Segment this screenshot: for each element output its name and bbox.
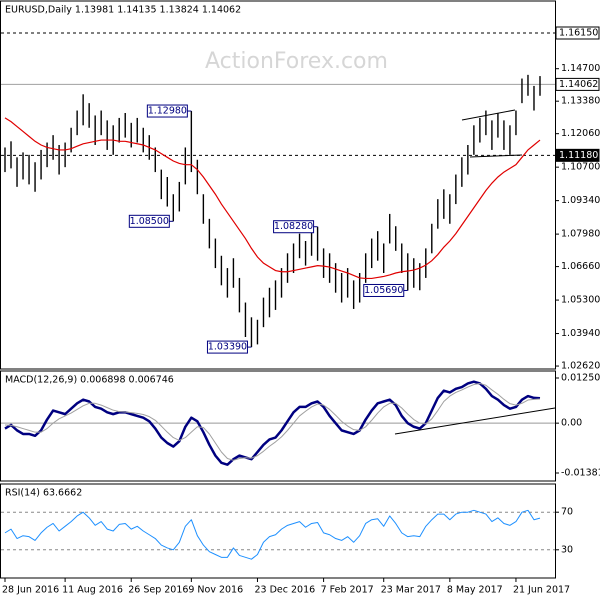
y-tick-label: 1.13380 — [561, 96, 600, 107]
y-tick-label: 0.00 — [561, 418, 582, 429]
y-tick-label: 1.02620 — [561, 361, 600, 372]
price-label-box — [555, 148, 600, 162]
trend-line — [469, 154, 523, 158]
price-label: 1.14062 — [559, 79, 598, 90]
y-tick-label: 70 — [561, 507, 573, 518]
y-tick-label: 1.14700 — [561, 63, 600, 74]
x-tick-label: 7 Feb 2017 — [321, 585, 374, 596]
panel-title: RSI(14) 63.6662 — [5, 488, 82, 499]
indicator-line — [4, 382, 541, 461]
x-tick-label: 11 Aug 2016 — [62, 585, 123, 596]
y-tick-label: 1.05300 — [561, 295, 600, 306]
y-tick-label: 1.06660 — [561, 261, 600, 272]
panel-frame — [0, 0, 556, 370]
annotation-box — [128, 214, 170, 228]
x-tick-label: 28 Jun 2016 — [2, 585, 59, 596]
y-tick-label: 1.12060 — [561, 128, 600, 139]
y-tick-label: -0.013813 — [561, 467, 600, 478]
panel-frame — [0, 483, 556, 579]
y-tick-label: 1.09340 — [561, 195, 600, 206]
price-label-box — [555, 26, 600, 40]
price-label: 1.16150 — [559, 28, 598, 39]
indicator-line — [4, 380, 541, 466]
x-tick-label: 21 Jun 2017 — [513, 585, 570, 596]
x-tick-label: 23 Mar 2017 — [381, 585, 441, 596]
panel-title: MACD(12,26,9) 0.006898 0.006746 — [5, 375, 174, 386]
y-tick-label: 1.03940 — [561, 328, 600, 339]
y-tick-label: 1.07980 — [561, 229, 600, 240]
annotation-label: 1.03390 — [208, 342, 247, 353]
y-tick-label: 30 — [561, 544, 573, 555]
trend-line — [461, 109, 516, 121]
annotation-label: 1.08280 — [274, 221, 313, 232]
x-tick-label: 26 Sep 2016 — [128, 585, 188, 596]
annotation-box — [273, 220, 315, 234]
y-tick-label: 1.10700 — [561, 162, 600, 173]
y-tick-label: 0.012509 — [561, 373, 600, 384]
x-tick-label: 8 May 2017 — [447, 585, 503, 596]
price-label-box — [555, 77, 600, 91]
watermark: ActionForex.com — [205, 49, 388, 74]
annotation-box — [206, 340, 248, 354]
annotation-box — [146, 104, 188, 118]
panel-frame — [0, 370, 556, 482]
indicator-line — [4, 509, 541, 560]
annotation-box — [363, 283, 405, 297]
x-tick-label: 9 Nov 2016 — [188, 585, 243, 596]
panel-title: EURUSD,Daily 1.13981 1.14135 1.13824 1.1… — [5, 5, 241, 16]
trend-line — [394, 407, 556, 435]
annotation-label: 1.05690 — [364, 285, 403, 296]
price-label: 1.11180 — [559, 150, 598, 161]
x-tick-label: 23 Dec 2016 — [254, 585, 315, 596]
moving-average — [4, 117, 541, 280]
annotation-label: 1.12980 — [148, 106, 187, 117]
annotation-label: 1.08500 — [130, 216, 169, 227]
